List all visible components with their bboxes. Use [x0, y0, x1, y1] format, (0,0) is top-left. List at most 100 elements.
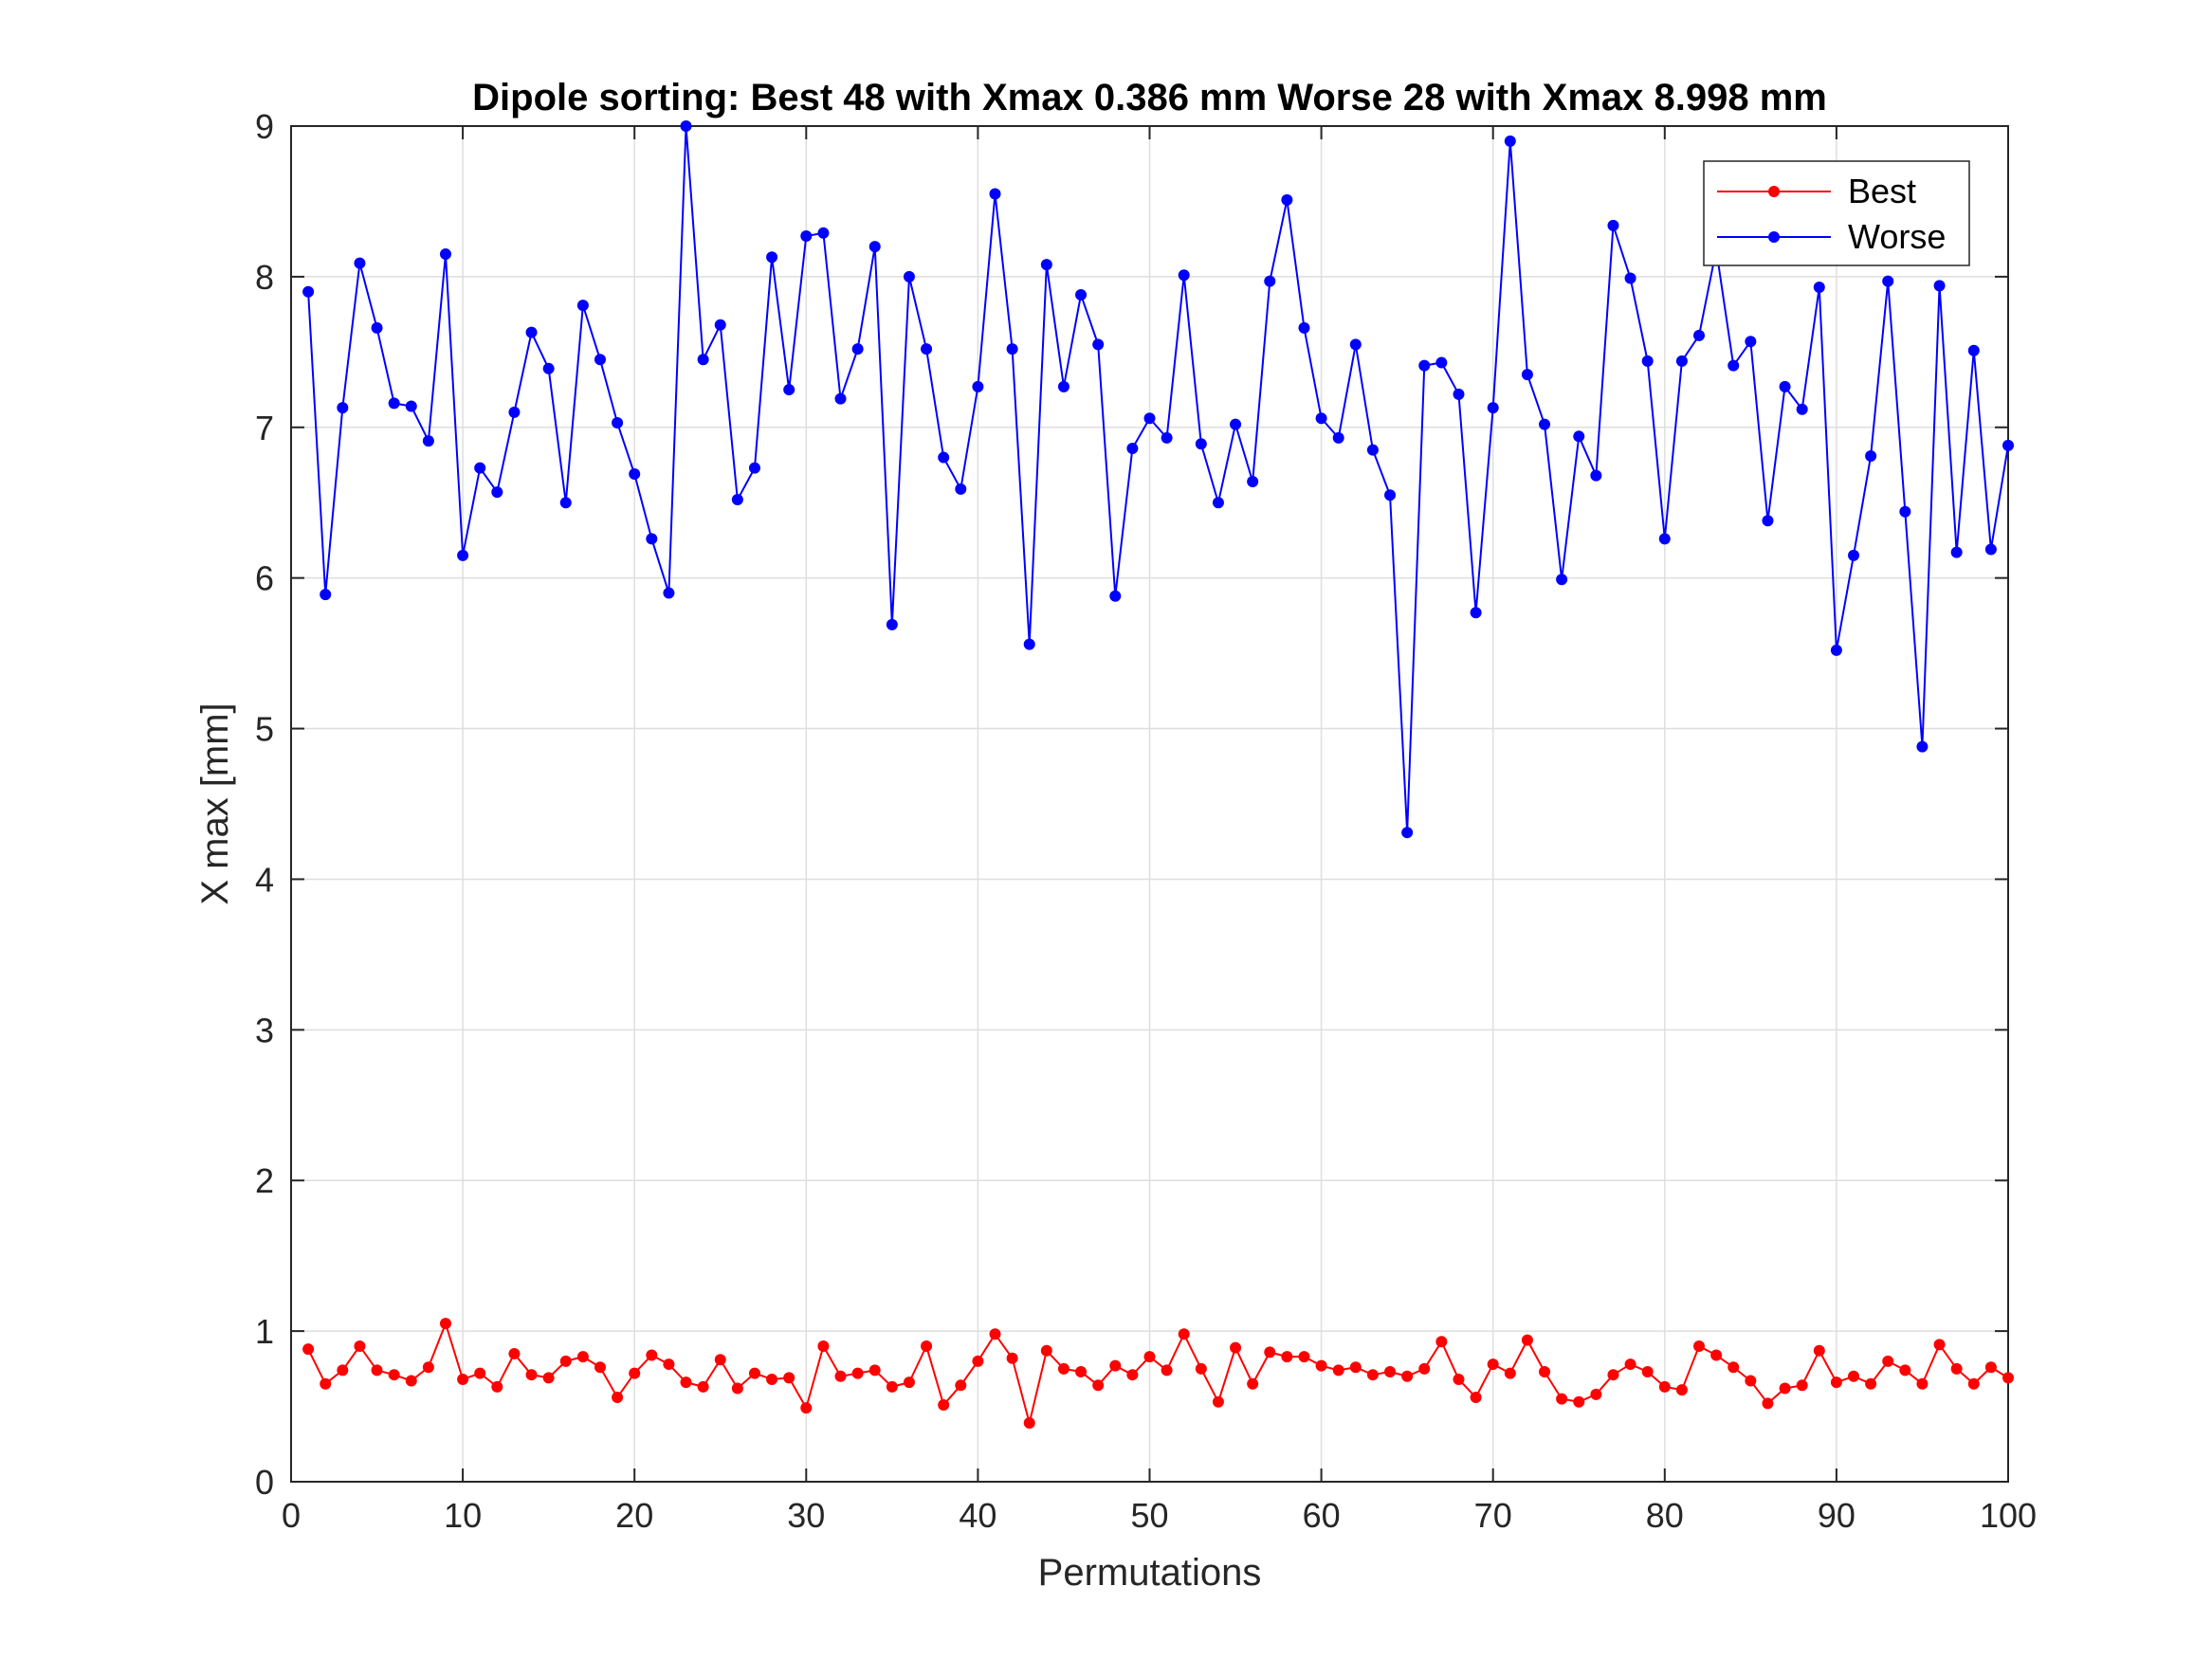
data-point-best: [714, 1354, 726, 1366]
data-point-best: [886, 1380, 898, 1393]
legend-marker: [1768, 186, 1780, 197]
data-point-worse: [663, 587, 675, 599]
data-point-best: [354, 1340, 366, 1352]
data-point-worse: [1006, 343, 1018, 356]
series-line-worse: [307, 125, 2009, 834]
x-tick-label: 60: [1303, 1496, 1341, 1535]
data-point-worse: [1057, 380, 1069, 392]
data-point-worse: [1830, 644, 1842, 656]
data-point-best: [1590, 1388, 1602, 1400]
data-point-best: [680, 1376, 692, 1389]
legend: Best Worse: [1703, 160, 1970, 266]
data-point-worse: [354, 257, 366, 269]
data-point-worse: [972, 380, 984, 392]
y-tick-label: 8: [255, 258, 274, 297]
data-point-best: [302, 1343, 315, 1356]
data-point-best: [1641, 1366, 1654, 1378]
data-point-worse: [1178, 269, 1190, 282]
data-point-best: [1675, 1384, 1688, 1396]
data-point-best: [921, 1340, 933, 1352]
data-point-best: [1848, 1370, 1860, 1382]
data-point-best: [1693, 1340, 1706, 1352]
data-point-best: [1624, 1358, 1636, 1371]
data-point-worse: [989, 188, 1001, 200]
data-point-worse: [1950, 546, 1963, 558]
data-point-worse: [1573, 430, 1585, 443]
data-point-best: [1315, 1359, 1327, 1372]
y-tick-label: 3: [255, 1011, 274, 1049]
data-point-best: [1075, 1366, 1088, 1378]
data-point-worse: [1590, 469, 1602, 482]
data-point-worse: [1040, 259, 1052, 271]
data-point-worse: [302, 285, 315, 298]
data-point-worse: [1728, 359, 1740, 372]
data-point-best: [1607, 1369, 1619, 1381]
data-point-worse: [783, 384, 795, 396]
data-point-best: [508, 1347, 521, 1359]
data-point-worse: [1624, 272, 1636, 284]
data-point-best: [1247, 1377, 1259, 1390]
data-point-worse: [1384, 489, 1397, 501]
data-point-best: [1332, 1364, 1344, 1376]
data-point-worse: [508, 406, 521, 418]
data-point-best: [1366, 1369, 1379, 1381]
data-point-best: [629, 1367, 641, 1379]
data-point-worse: [868, 241, 881, 253]
data-point-worse: [1762, 515, 1774, 527]
data-point-best: [1521, 1334, 1533, 1346]
data-point-best: [1092, 1379, 1105, 1392]
data-point-worse: [629, 468, 641, 481]
data-point-worse: [1195, 438, 1207, 450]
legend-box: [1703, 160, 1970, 266]
data-point-best: [1178, 1328, 1190, 1340]
data-point-worse: [1315, 412, 1327, 425]
data-point-best: [1556, 1393, 1568, 1405]
data-point-best: [337, 1364, 349, 1376]
x-tick-label: 90: [1818, 1496, 1856, 1535]
data-point-worse: [1933, 280, 1946, 292]
data-point-best: [1212, 1395, 1224, 1408]
data-point-worse: [1247, 475, 1259, 487]
data-point-worse: [1212, 497, 1224, 509]
chart-title: Dipole sorting: Best 48 with Xmax 0.386 …: [472, 77, 1827, 118]
data-point-best: [972, 1355, 984, 1367]
data-point-worse: [1556, 574, 1568, 586]
x-tick-label: 100: [1980, 1496, 2037, 1535]
data-point-best: [955, 1379, 967, 1392]
data-point-worse: [851, 343, 864, 356]
data-point-worse: [714, 319, 726, 331]
data-point-worse: [1418, 359, 1431, 372]
data-point-best: [1796, 1379, 1808, 1392]
y-tick-label: 2: [255, 1161, 274, 1200]
data-point-best: [1195, 1362, 1207, 1375]
data-point-worse: [1779, 380, 1791, 392]
data-point-worse: [1264, 275, 1276, 287]
data-point-best: [1435, 1336, 1448, 1348]
data-point-best: [2002, 1372, 2014, 1384]
data-point-worse: [1435, 356, 1448, 369]
data-point-best: [697, 1380, 709, 1393]
data-point-best: [903, 1376, 915, 1389]
data-point-best: [1126, 1369, 1139, 1381]
data-point-best: [491, 1380, 503, 1393]
data-point-best: [1143, 1351, 1156, 1363]
data-point-worse: [1916, 740, 1929, 753]
x-tick-label: 30: [787, 1496, 825, 1535]
data-point-best: [1967, 1377, 1980, 1390]
legend-label: Best: [1848, 172, 1916, 210]
data-point-worse: [1109, 590, 1122, 602]
data-point-worse: [1092, 338, 1105, 351]
data-point-worse: [457, 549, 469, 561]
data-point-worse: [576, 300, 589, 312]
data-point-best: [1470, 1392, 1482, 1404]
data-point-best: [834, 1370, 847, 1382]
data-point-worse: [817, 227, 830, 239]
data-point-worse: [1796, 403, 1808, 415]
data-point-worse: [1126, 443, 1139, 455]
data-point-worse: [903, 270, 915, 283]
legend-marker: [1768, 231, 1780, 243]
data-point-worse: [1366, 444, 1379, 456]
data-point-worse: [422, 435, 434, 447]
data-point-worse: [886, 618, 898, 630]
data-point-worse: [1401, 827, 1414, 839]
